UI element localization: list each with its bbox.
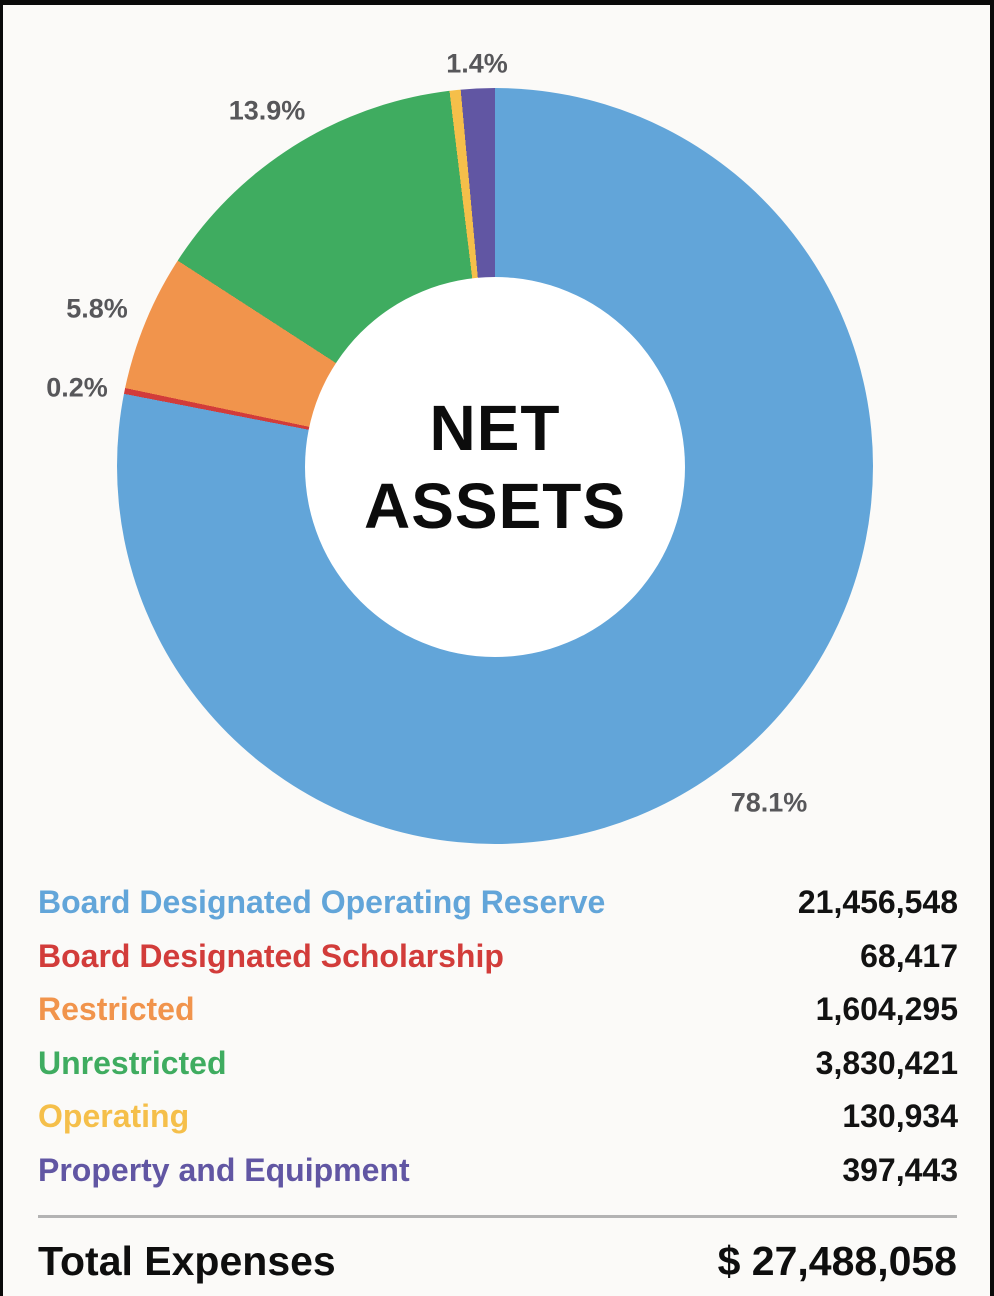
total-divider-line [38, 1215, 957, 1218]
legend-value-operating: 130,934 [842, 1098, 958, 1134]
pct-label-scholarship: 0.2% [46, 372, 108, 403]
legend-value-restricted: 1,604,295 [815, 991, 958, 1027]
legend-label-scholarship: Board Designated Scholarship [38, 937, 504, 974]
legend-label-operating: Operating [38, 1098, 190, 1134]
legend-row: Restricted 1,604,295 [38, 991, 958, 1045]
legend-label-restricted: Restricted [38, 991, 195, 1027]
legend-value-property-equipment: 397,443 [842, 1151, 958, 1188]
legend-value-scholarship: 68,417 [860, 937, 958, 974]
legend-value-unrestricted: 3,830,421 [815, 1044, 958, 1081]
legend-row: Operating 130,934 [38, 1098, 958, 1152]
total-expenses-label: Total Expenses [38, 1238, 336, 1284]
total-expenses-value: $ 27,488,058 [717, 1238, 957, 1284]
pct-label-unrestricted: 13.9% [228, 95, 306, 126]
pct-label-property-equipment: 1.4% [446, 48, 508, 79]
legend-label-unrestricted: Unrestricted [38, 1044, 227, 1081]
chart-title-line2: ASSETS [363, 470, 627, 542]
donut-center: NET ASSETS [305, 277, 685, 657]
total-row: Total Expenses $ 27,488,058 [38, 1238, 957, 1285]
right-border [990, 0, 994, 1296]
legend: Board Designated Operating Reserve 21,45… [38, 884, 958, 1205]
legend-row: Property and Equipment 397,443 [38, 1152, 958, 1206]
pct-label-operating-reserve: 78.1% [730, 787, 808, 818]
legend-value-operating-reserve: 21,456,548 [797, 884, 958, 920]
top-border [0, 0, 994, 5]
legend-row: Board Designated Operating Reserve 21,45… [38, 884, 958, 938]
legend-row: Board Designated Scholarship 68,417 [38, 938, 958, 992]
legend-row: Unrestricted 3,830,421 [38, 1045, 958, 1099]
pct-label-restricted: 5.8% [66, 293, 128, 324]
chart-title-line1: NET [429, 392, 561, 464]
left-border [0, 0, 3, 1296]
legend-label-operating-reserve: Board Designated Operating Reserve [38, 884, 606, 920]
legend-label-property-equipment: Property and Equipment [38, 1151, 410, 1188]
